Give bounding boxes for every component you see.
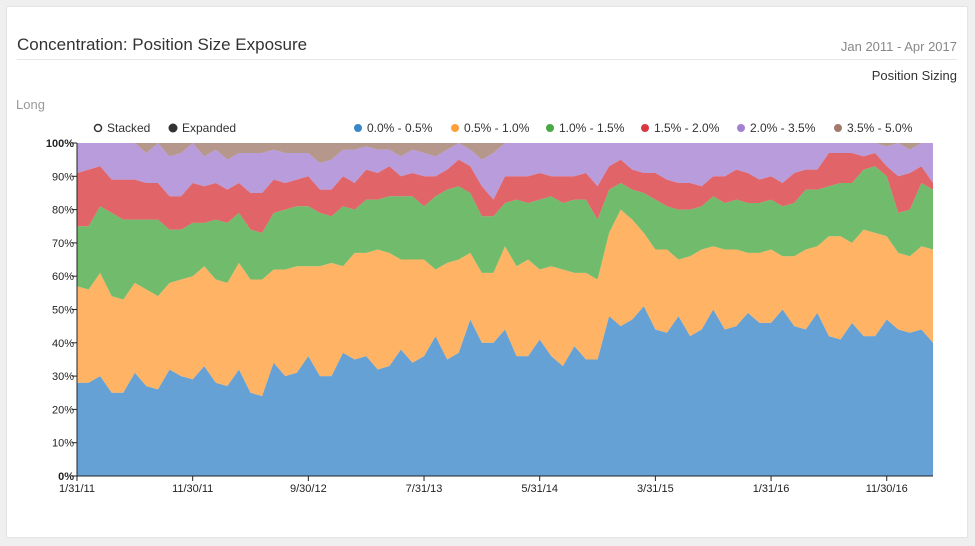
x-tick-label: 9/30/12	[290, 483, 327, 495]
mode-expanded[interactable]: Expanded	[168, 121, 237, 135]
y-tick-label: 30%	[52, 371, 74, 383]
y-tick-label: 90%	[52, 171, 74, 183]
y-tick-label: 10%	[52, 438, 74, 450]
legend-swatch	[737, 124, 745, 132]
x-tick-label: 7/31/13	[406, 483, 443, 495]
axes: 0% 10% 20% 30% 40% 50% 60% 70% 80% 90% 100% 1/31/11…	[46, 138, 933, 495]
long-label: Long	[16, 97, 45, 112]
y-tick-label: 70%	[52, 238, 74, 250]
legend: Stacked Expanded 0.0% - 0.5% 0.5% - 1.0% 1…	[93, 121, 913, 135]
legend-item-2[interactable]: 1.0% - 1.5%	[546, 121, 625, 135]
y-tick-label: 20%	[52, 404, 74, 416]
x-tick-label: 11/30/11	[172, 483, 213, 495]
legend-label: 0.0% - 0.5%	[367, 121, 433, 135]
y-tick-label: 0%	[58, 471, 74, 483]
date-range: Jan 2011 - Apr 2017	[840, 39, 957, 54]
legend-label: 0.5% - 1.0%	[464, 121, 530, 135]
x-tick-label: 3/31/15	[637, 483, 674, 495]
x-tick-label: 5/31/14	[521, 483, 558, 495]
y-tick-label: 50%	[52, 305, 74, 317]
x-tick-label: 11/30/16	[866, 483, 908, 495]
legend-swatch	[834, 124, 842, 132]
chart-title: Concentration: Position Size Exposure	[17, 35, 308, 54]
area-series-1[interactable]	[77, 209, 933, 397]
y-tick-label: 80%	[52, 205, 74, 217]
area-series-5[interactable]	[77, 143, 933, 163]
legend-swatch	[546, 124, 554, 132]
legend-item-0[interactable]: 0.0% - 0.5%	[354, 121, 433, 135]
legend-item-1[interactable]: 0.5% - 1.0%	[451, 121, 530, 135]
legend-swatch	[354, 124, 362, 132]
mode-stacked-radio[interactable]	[93, 123, 103, 133]
area-series-3[interactable]	[77, 152, 933, 233]
position-sizing-link[interactable]: Position Sizing	[871, 68, 957, 83]
mode-stacked-label: Stacked	[107, 121, 150, 135]
x-tick-label: 1/31/16	[753, 483, 790, 495]
header-divider	[17, 59, 957, 60]
y-tick-label: 100%	[46, 138, 74, 150]
legend-swatch	[451, 124, 459, 132]
mode-stacked[interactable]: Stacked	[93, 121, 151, 135]
mode-expanded-label: Expanded	[182, 121, 236, 135]
x-tick-label: 1/31/11	[59, 483, 95, 495]
legend-label: 2.0% - 3.5%	[750, 121, 816, 135]
legend-label: 1.5% - 2.0%	[654, 121, 720, 135]
legend-label: 1.0% - 1.5%	[559, 121, 625, 135]
y-tick-label: 40%	[52, 338, 74, 350]
legend-item-3[interactable]: 1.5% - 2.0%	[641, 121, 720, 135]
legend-label: 3.5% - 5.0%	[847, 121, 913, 135]
legend-item-4[interactable]: 2.0% - 3.5%	[737, 121, 816, 135]
legend-item-5[interactable]: 3.5% - 5.0%	[834, 121, 913, 135]
stacked-areas	[77, 143, 933, 476]
mode-expanded-radio[interactable]	[168, 123, 178, 133]
area-series-4[interactable]	[77, 143, 933, 200]
y-tick-label: 60%	[52, 271, 74, 283]
legend-swatch	[641, 124, 649, 132]
area-series-0[interactable]	[77, 306, 933, 476]
